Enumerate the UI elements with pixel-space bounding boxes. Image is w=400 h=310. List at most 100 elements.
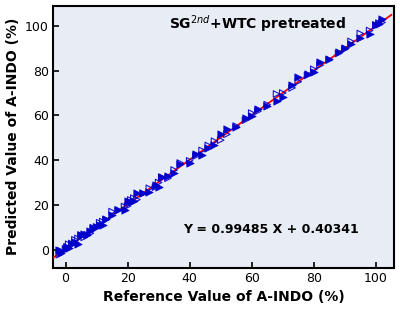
Y-axis label: Predicted Value of A-INDO (%): Predicted Value of A-INDO (%): [6, 18, 20, 255]
Point: [326, 58, 332, 63]
Point: [199, 148, 205, 153]
Point: [131, 196, 137, 201]
Point: [205, 145, 212, 150]
Point: [109, 213, 115, 218]
Text: Y = 0.99485 X + 0.40341: Y = 0.99485 X + 0.40341: [183, 223, 358, 236]
Point: [152, 183, 159, 188]
Point: [273, 91, 280, 96]
Point: [103, 217, 109, 222]
Point: [264, 102, 270, 107]
Point: [78, 233, 84, 238]
Point: [248, 111, 255, 116]
Point: [233, 124, 240, 129]
Point: [124, 198, 131, 203]
Point: [199, 153, 205, 158]
Point: [304, 73, 311, 78]
Point: [140, 191, 146, 196]
Point: [66, 242, 72, 247]
Point: [224, 126, 230, 131]
X-axis label: Reference Value of A-INDO (%): Reference Value of A-INDO (%): [103, 290, 345, 304]
Point: [87, 229, 94, 234]
Point: [158, 175, 165, 180]
Point: [165, 174, 171, 179]
Point: [124, 204, 131, 209]
Point: [376, 21, 382, 26]
Point: [317, 63, 323, 68]
Point: [193, 152, 199, 157]
Point: [78, 232, 84, 237]
Point: [289, 83, 295, 88]
Point: [90, 225, 97, 230]
Point: [93, 224, 100, 229]
Point: [295, 74, 302, 79]
Point: [93, 225, 100, 230]
Point: [289, 86, 295, 91]
Point: [96, 223, 103, 228]
Point: [156, 185, 162, 190]
Point: [379, 20, 385, 25]
Point: [273, 99, 280, 104]
Point: [373, 23, 379, 28]
Point: [193, 153, 199, 158]
Point: [255, 109, 261, 114]
Point: [357, 31, 364, 36]
Point: [62, 246, 69, 251]
Point: [56, 247, 62, 252]
Point: [280, 91, 286, 95]
Point: [81, 232, 87, 237]
Point: [72, 237, 78, 242]
Point: [115, 207, 122, 212]
Point: [66, 246, 72, 251]
Point: [72, 240, 78, 245]
Point: [335, 51, 342, 56]
Point: [158, 175, 165, 180]
Point: [376, 21, 382, 26]
Point: [84, 232, 90, 237]
Point: [100, 219, 106, 224]
Point: [56, 252, 62, 257]
Point: [100, 223, 106, 228]
Point: [242, 115, 249, 120]
Point: [248, 113, 255, 118]
Point: [335, 50, 342, 55]
Point: [218, 138, 224, 143]
Point: [75, 241, 81, 246]
Point: [304, 72, 311, 77]
Point: [310, 69, 317, 74]
Point: [177, 161, 184, 166]
Point: [146, 189, 152, 194]
Point: [366, 31, 373, 36]
Point: [103, 216, 109, 221]
Point: [152, 185, 159, 190]
Point: [62, 246, 69, 251]
Point: [128, 199, 134, 204]
Point: [342, 45, 348, 50]
Point: [75, 236, 81, 241]
Point: [171, 170, 177, 175]
Point: [134, 191, 140, 196]
Point: [205, 143, 212, 148]
Point: [317, 59, 323, 64]
Point: [64, 245, 70, 250]
Point: [242, 118, 249, 123]
Point: [255, 107, 261, 112]
Point: [146, 186, 152, 191]
Point: [81, 235, 87, 240]
Point: [90, 225, 97, 230]
Point: [357, 35, 364, 40]
Point: [131, 198, 137, 203]
Point: [128, 197, 134, 202]
Text: SG$^{2nd}$+WTC pretreated: SG$^{2nd}$+WTC pretreated: [169, 13, 346, 34]
Point: [233, 125, 240, 130]
Point: [348, 39, 354, 44]
Point: [211, 139, 218, 144]
Point: [366, 28, 373, 33]
Point: [68, 242, 75, 247]
Point: [171, 167, 177, 172]
Point: [348, 42, 354, 46]
Point: [58, 248, 64, 253]
Point: [96, 220, 103, 225]
Point: [87, 231, 94, 236]
Point: [121, 207, 128, 212]
Point: [326, 56, 332, 61]
